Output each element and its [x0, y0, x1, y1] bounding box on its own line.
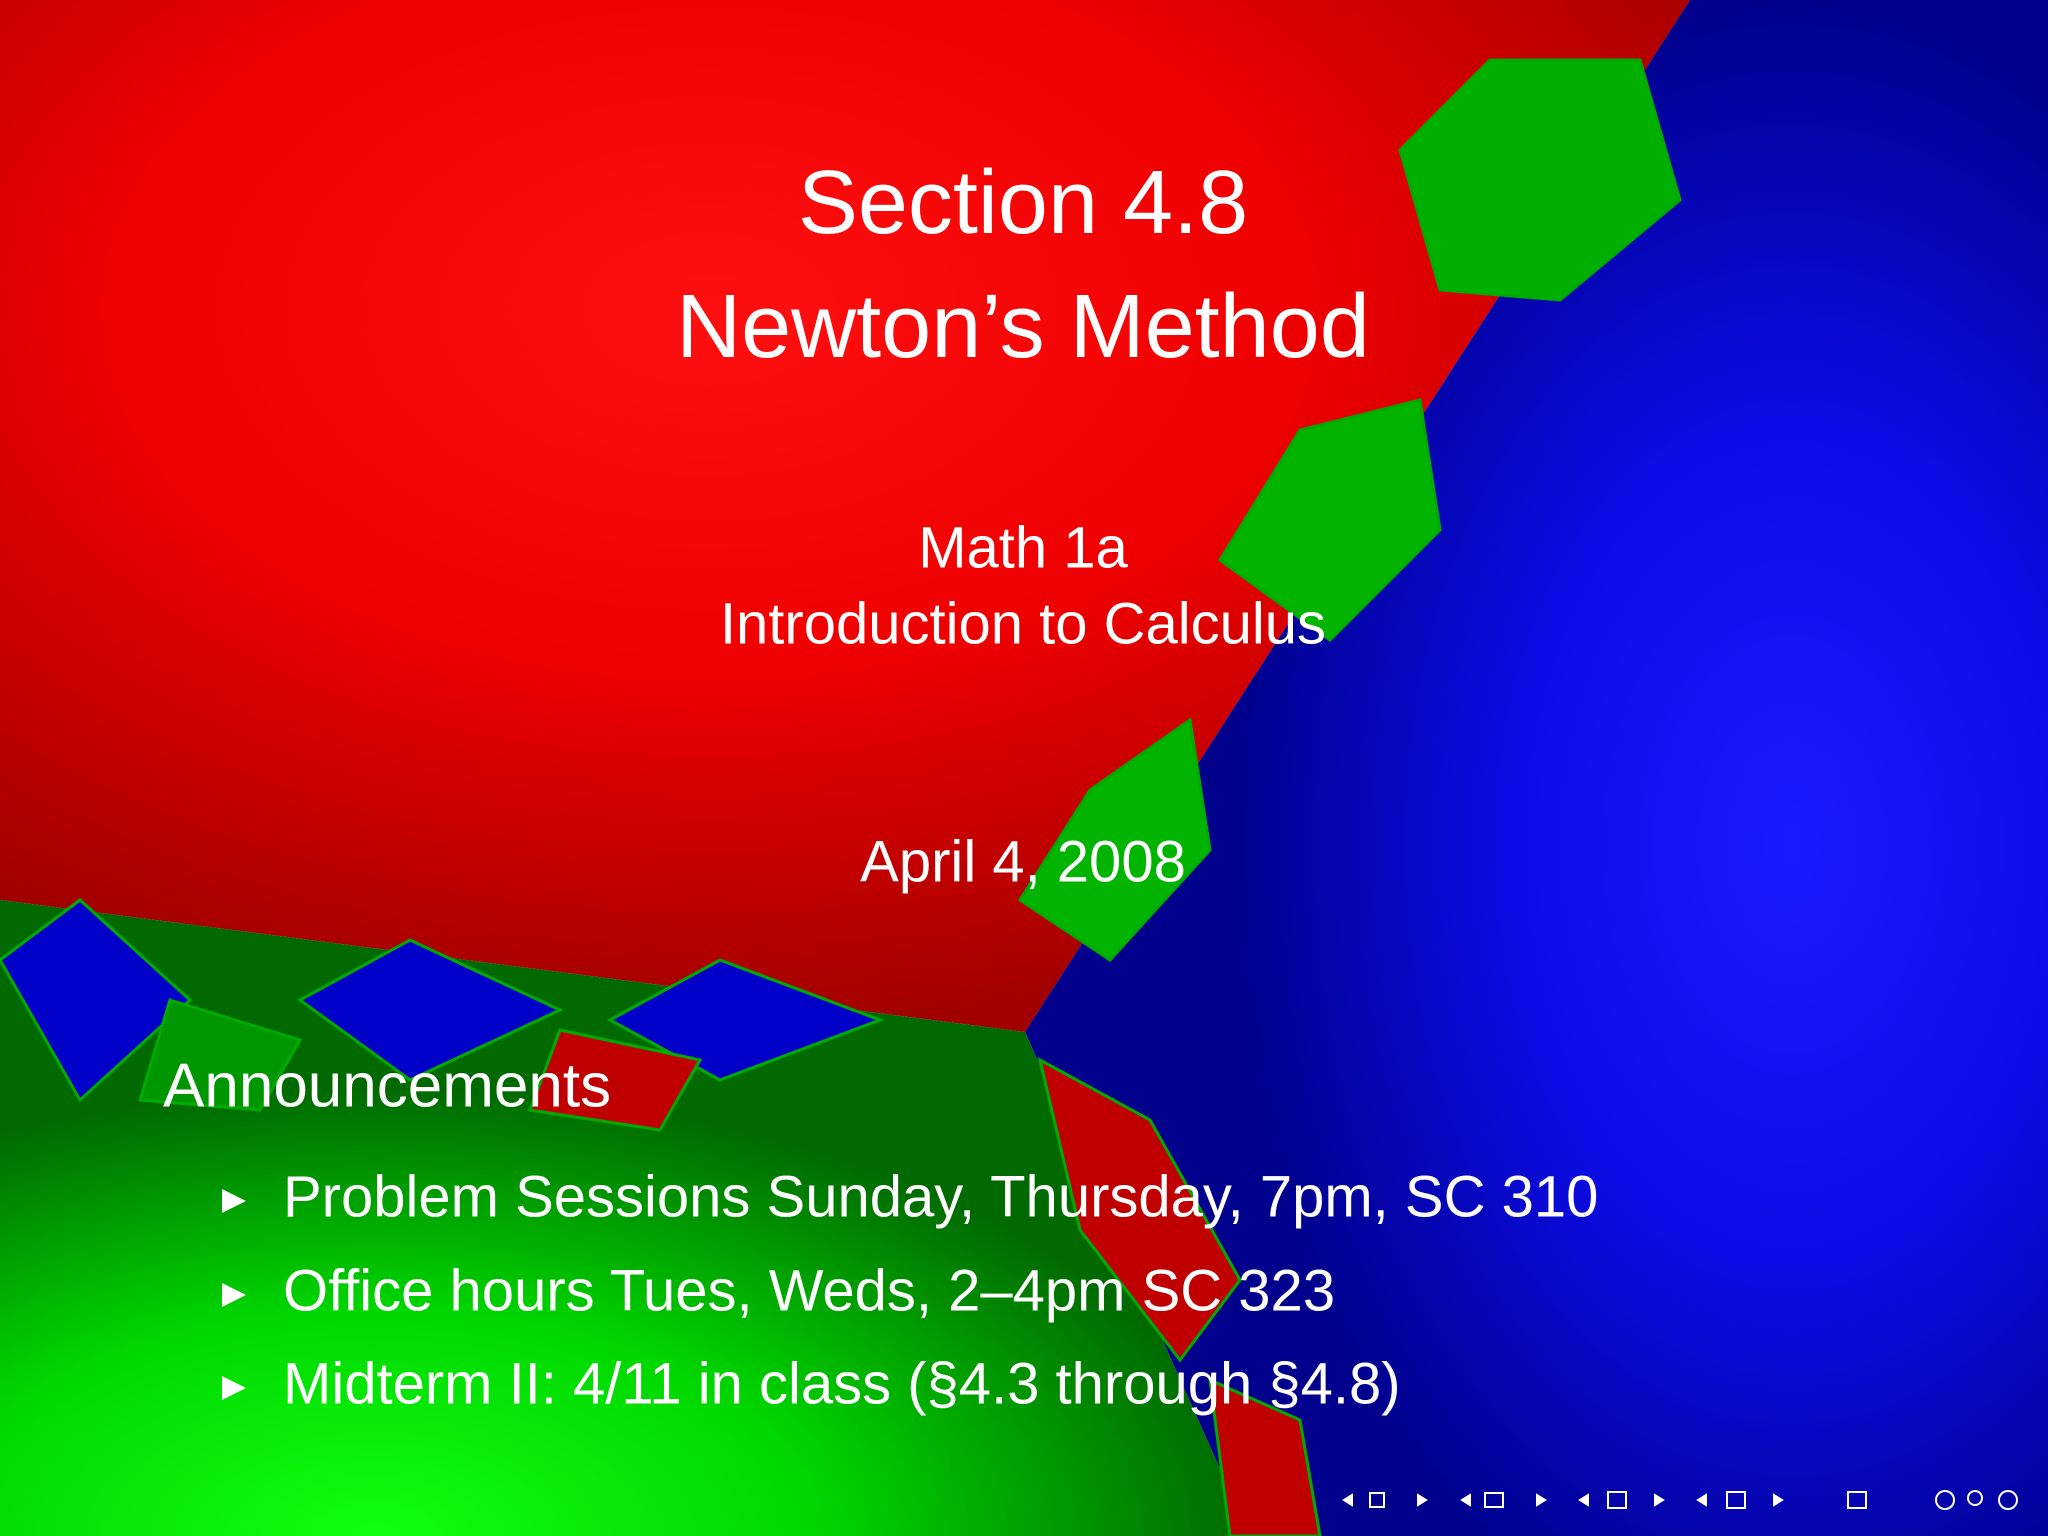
bullet: [222, 1283, 246, 1307]
title-block: Section 4.8 Newton’s Method Math 1a Intr…: [676, 153, 1370, 895]
date: April 4, 2008: [860, 829, 1186, 894]
title-line: Section 4.8: [798, 153, 1248, 253]
announcement-item: Midterm II: 4/11 in class (§4.3 through …: [283, 1351, 1401, 1416]
announcement-item: Office hours Tues, Weds, 2–4pm SC 323: [283, 1258, 1335, 1323]
announcements: Announcements Problem Sessions Sunday, T…: [163, 1051, 1598, 1416]
subtitle-line: Math 1a: [918, 515, 1128, 580]
subtitle-line: Introduction to Calculus: [720, 591, 1326, 656]
bullet: [222, 1189, 246, 1213]
title-line: Newton’s Method: [676, 277, 1370, 377]
heading: Announcements: [163, 1051, 611, 1120]
navigation-bar[interactable]: [1342, 1490, 2018, 1510]
bullet: [222, 1376, 246, 1400]
announcement-item: Problem Sessions Sunday, Thursday, 7pm, …: [283, 1164, 1598, 1229]
